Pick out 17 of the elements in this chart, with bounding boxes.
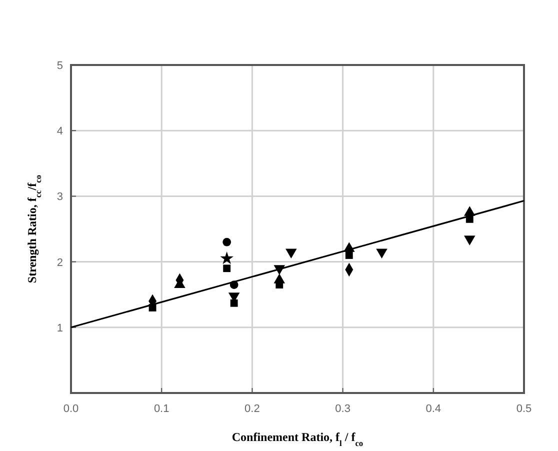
point (222, 238, 232, 246)
y-tick-label: 1 (56, 322, 63, 334)
x-tick-label: 0.4 (426, 403, 442, 415)
point (223, 264, 231, 272)
x-tick-label: 0.1 (154, 403, 170, 415)
y-tick-label: 4 (56, 126, 63, 138)
point (220, 252, 234, 264)
x-tick-label: 0.5 (516, 403, 532, 415)
y-tick-label: 2 (56, 256, 63, 269)
y-tick-label: 3 (56, 191, 63, 204)
x-axis-title: Confinement Ratio, f$_{l}$ / f$_{co}$ (232, 430, 364, 448)
point (230, 299, 238, 307)
x-tick-label: 0.2 (244, 403, 260, 415)
y-tick-label: 5 (56, 60, 63, 72)
x-tick-label: 0.3 (335, 403, 350, 415)
x-tick-label: 0.0 (63, 403, 79, 415)
point (345, 252, 353, 259)
